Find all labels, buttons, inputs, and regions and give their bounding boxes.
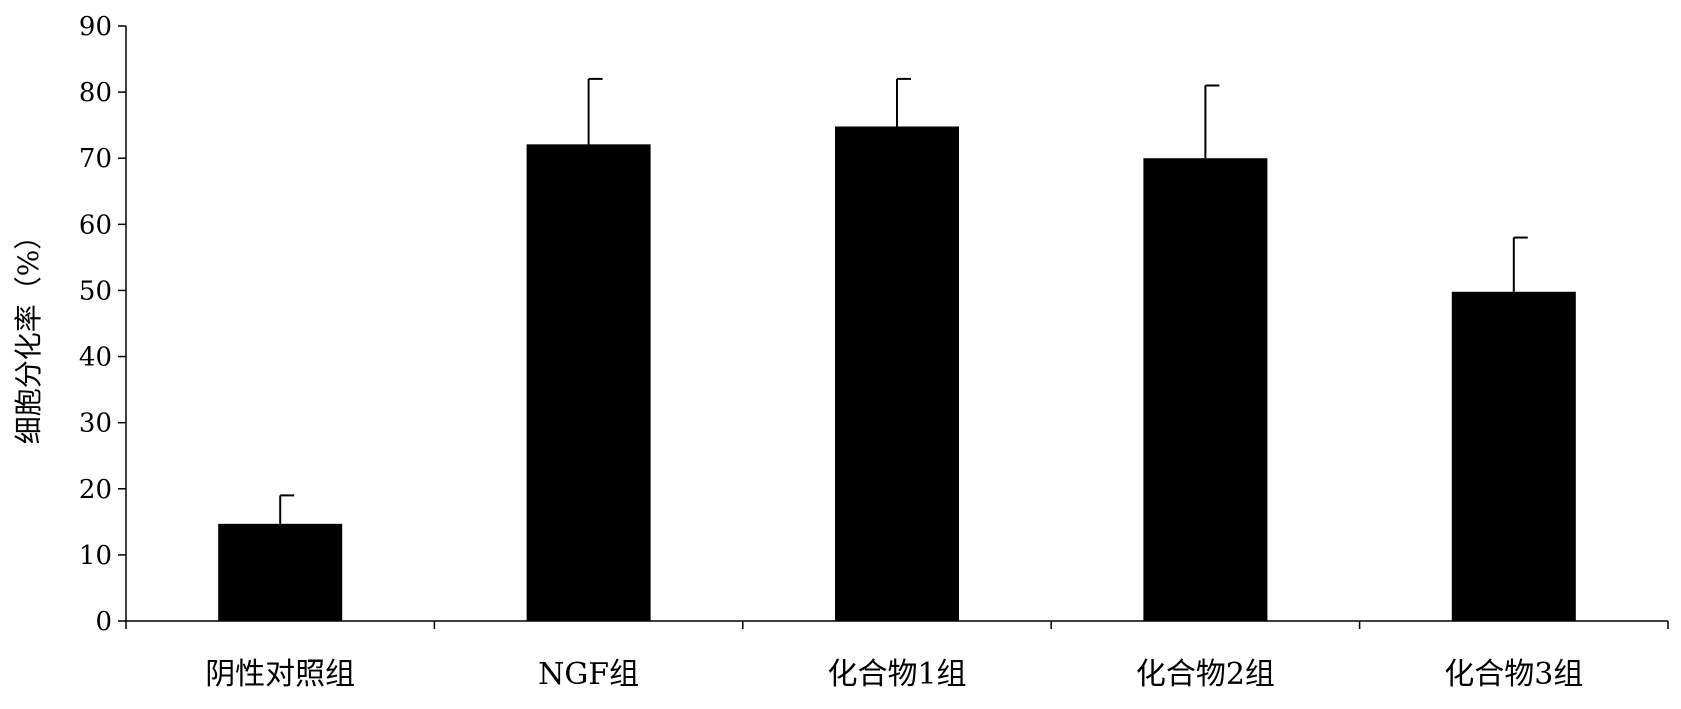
error-bar bbox=[1512, 236, 1528, 292]
bars-group bbox=[218, 126, 1576, 622]
y-tick-label: 30 bbox=[79, 409, 112, 439]
y-tick-label: 70 bbox=[79, 144, 112, 174]
y-tick-label: 20 bbox=[79, 475, 112, 505]
x-category-label: 化合物2组 bbox=[1136, 657, 1275, 692]
y-tick-label: 60 bbox=[79, 210, 112, 240]
bar bbox=[218, 523, 343, 621]
error-bar bbox=[1204, 84, 1220, 159]
y-axis-label: 细胞分化率（%） bbox=[12, 222, 45, 445]
error-bar bbox=[279, 494, 295, 524]
y-tick-label: 50 bbox=[79, 276, 112, 306]
y-tick-label: 90 bbox=[79, 12, 112, 42]
y-axis-ticks: 0 10 20 30 40 50 60 70 80 90 bbox=[79, 12, 126, 637]
y-tick-label: 0 bbox=[95, 607, 112, 637]
x-axis-ticks bbox=[125, 621, 1669, 629]
x-category-label: 化合物3组 bbox=[1444, 657, 1583, 692]
y-tick-label: 80 bbox=[79, 78, 112, 108]
bar bbox=[1451, 291, 1576, 621]
error-bar bbox=[587, 77, 603, 145]
error-bars-group bbox=[279, 77, 1528, 524]
x-category-label: 化合物1组 bbox=[827, 657, 966, 692]
category-labels: 阴性对照组 NGF组 化合物1组 化合物2组 化合物3组 bbox=[205, 657, 1583, 692]
bar bbox=[1143, 158, 1268, 621]
x-category-label: NGF组 bbox=[538, 657, 639, 692]
error-bar bbox=[896, 77, 911, 127]
x-category-label: 阴性对照组 bbox=[205, 657, 355, 692]
y-tick-label: 40 bbox=[79, 343, 112, 373]
y-tick-label: 10 bbox=[79, 541, 112, 571]
bar bbox=[835, 126, 959, 621]
bar bbox=[526, 144, 651, 622]
